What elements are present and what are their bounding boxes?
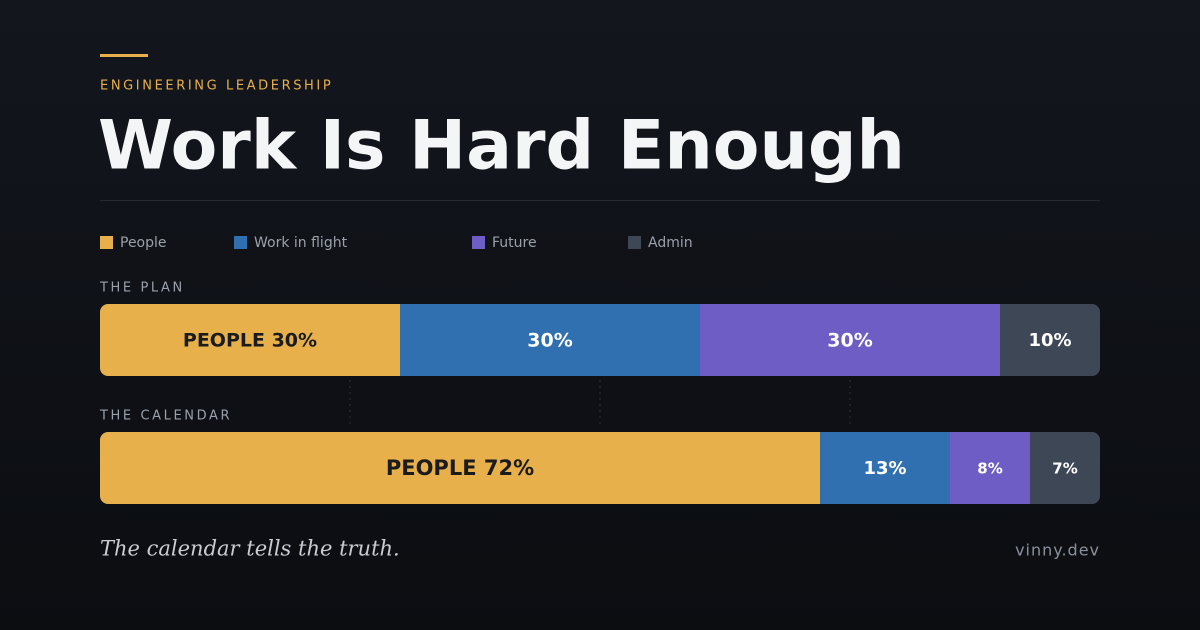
legend-label: People bbox=[120, 235, 167, 251]
bar-segment bbox=[100, 432, 820, 504]
bar-segment bbox=[400, 304, 700, 376]
value-label: 13% bbox=[863, 458, 906, 479]
kicker: ENGINEERING LEADERSHIP bbox=[100, 79, 333, 94]
legend-swatch bbox=[234, 236, 247, 249]
credit: vinny.dev bbox=[1015, 541, 1100, 560]
plot: People Work in flight Future Admin THE PLAN P… bbox=[99, 235, 1100, 504]
legend-label: Future bbox=[492, 235, 537, 251]
legend-label: Work in flight bbox=[254, 235, 348, 251]
legend-swatch bbox=[472, 236, 485, 249]
legend-swatch bbox=[100, 236, 113, 249]
bar-group bbox=[100, 432, 1100, 504]
category-label: THE CALENDAR bbox=[99, 409, 232, 424]
value-label: 7% bbox=[1052, 460, 1077, 478]
bar-segment bbox=[700, 304, 1000, 376]
legend-swatch bbox=[628, 236, 641, 249]
bar-segment bbox=[1000, 304, 1100, 376]
bar-segment bbox=[820, 432, 950, 504]
bar-segment bbox=[1030, 432, 1100, 504]
value-label: 8% bbox=[977, 460, 1002, 478]
value-label: 10% bbox=[1028, 330, 1071, 351]
value-label: 30% bbox=[527, 330, 572, 352]
legend-label: Admin bbox=[648, 235, 693, 251]
category-label: THE PLAN bbox=[99, 281, 185, 296]
caption: The calendar tells the truth. bbox=[100, 537, 400, 561]
bar-segment bbox=[950, 432, 1030, 504]
bar-segment bbox=[100, 304, 400, 376]
chart-title: Work Is Hard Enough bbox=[98, 107, 905, 186]
bar-group bbox=[100, 304, 1100, 376]
value-label: 30% bbox=[827, 330, 872, 352]
accent-bar bbox=[100, 54, 148, 57]
value-label: PEOPLE 30% bbox=[183, 330, 317, 352]
value-label: PEOPLE 72% bbox=[386, 456, 534, 480]
